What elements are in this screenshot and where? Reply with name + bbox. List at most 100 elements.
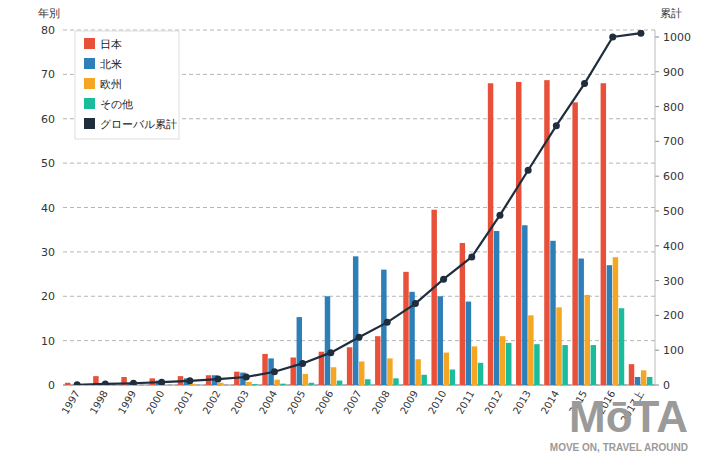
y2-tick-label: 500 [663, 205, 684, 218]
legend-swatch [84, 118, 95, 129]
bar [488, 83, 493, 385]
y-tick-label: 80 [41, 24, 55, 37]
line-marker [327, 349, 334, 356]
y2-tick [655, 71, 659, 72]
bar [472, 346, 477, 385]
bar [528, 315, 533, 385]
bar [431, 210, 436, 385]
legend-swatch [84, 38, 95, 49]
chart: 0102030405060708001002003004005006007008… [0, 0, 710, 473]
x-tick-label: 2010 [426, 389, 448, 417]
bar [246, 382, 251, 385]
y2-tick [655, 176, 659, 177]
watermark-tagline: MOVE ON, TRAVEL AROUND [550, 442, 688, 453]
line-marker [186, 377, 193, 384]
watermark-logo: MōTA [569, 392, 688, 441]
y2-tick [655, 36, 659, 37]
y2-tick-label: 1000 [663, 31, 691, 44]
line-marker [609, 33, 616, 40]
y2-tick [655, 350, 659, 351]
y2-tick-label: 600 [663, 170, 684, 183]
bar [337, 381, 342, 385]
legend: 日本北米欧州その他グローバル累計 [75, 31, 179, 139]
y2-tick-label: 200 [663, 309, 684, 322]
y2-tick [655, 315, 659, 316]
bar [556, 307, 561, 385]
grid-line [63, 296, 655, 297]
line-marker [130, 380, 137, 385]
line-marker [412, 300, 419, 307]
y2-tick-label: 900 [663, 66, 684, 79]
y-tick-label: 30 [41, 246, 55, 259]
bar [500, 336, 505, 385]
grid-line [63, 251, 655, 252]
legend-label: 欧州 [100, 78, 122, 91]
y2-tick-label: 0 [663, 379, 670, 392]
line-marker [384, 319, 391, 326]
x-tick-label: 2007 [341, 389, 363, 417]
line-marker [440, 276, 447, 283]
line-marker [581, 80, 588, 87]
line-marker [158, 379, 165, 385]
bar [534, 344, 539, 385]
bar [585, 295, 590, 385]
line-marker [74, 381, 81, 385]
bar [262, 354, 267, 385]
bar [544, 80, 549, 385]
legend-swatch [84, 78, 95, 89]
line-marker [496, 212, 503, 219]
bar [325, 296, 330, 385]
bar [550, 241, 555, 385]
bar [619, 308, 624, 385]
bar [516, 82, 521, 385]
bar [375, 336, 380, 385]
bar [444, 353, 449, 385]
line-marker [637, 30, 644, 37]
bar [641, 370, 646, 385]
bar [635, 377, 640, 385]
bar [252, 384, 257, 385]
bar [274, 380, 279, 385]
plot-area [65, 30, 652, 385]
legend-label: グローバル累計 [100, 118, 177, 131]
line-marker [215, 376, 222, 383]
bar [365, 379, 370, 385]
bar [303, 374, 308, 385]
y2-axis-title: 累計 [660, 7, 682, 20]
line-marker [468, 253, 475, 260]
x-tick-label: 2003 [229, 389, 251, 417]
bar [438, 296, 443, 385]
bar [466, 302, 471, 385]
bar [331, 367, 336, 385]
y-axis-title: 年別 [38, 7, 60, 20]
legend-swatch [84, 58, 95, 69]
bar [613, 257, 618, 385]
x-tick-label: 2000 [144, 389, 166, 417]
line-marker [243, 373, 250, 380]
bar [168, 385, 173, 386]
bar [478, 363, 483, 385]
bar [359, 361, 364, 385]
grid-line [63, 163, 655, 164]
y2-axis-line [655, 30, 656, 385]
bar [522, 225, 527, 385]
bar [196, 385, 201, 386]
bar [393, 378, 398, 385]
x-tick-label: 2004 [257, 389, 279, 417]
x-tick-label: 1999 [116, 389, 138, 417]
bar [578, 259, 583, 385]
bar [421, 375, 426, 385]
bar [347, 347, 352, 385]
bar [647, 377, 652, 385]
x-tick-label: 2006 [313, 389, 335, 417]
y-tick-label: 0 [48, 379, 55, 392]
legend-box [75, 31, 179, 139]
y2-tick [655, 385, 659, 386]
bar [562, 345, 567, 385]
x-tick-label: 2002 [201, 389, 223, 417]
bar [387, 358, 392, 385]
legend-swatch [84, 98, 95, 109]
y2-tick [655, 280, 659, 281]
bar [450, 369, 455, 385]
bar [403, 272, 408, 385]
